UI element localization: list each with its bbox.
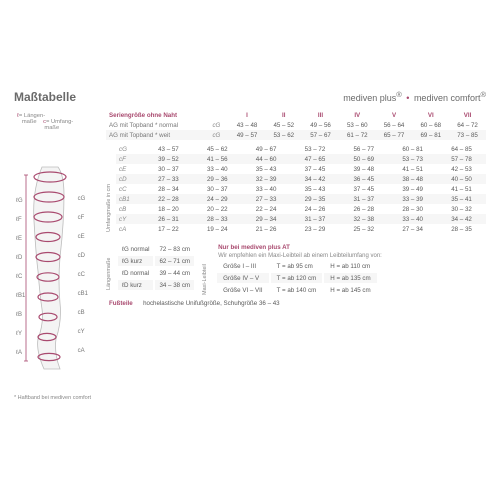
table-row: ℓG normal72 – 83 cm (118, 244, 194, 254)
legend: ℓ= Längen- maße c= Umfang- maße (17, 113, 102, 131)
table-row: cF39 – 5241 – 5644 – 6047 – 6550 – 6953 … (116, 154, 486, 164)
right-column: Seriengröße ohne Naht IIIIIIIVVVIVII AG … (106, 110, 486, 401)
leg-labels-left: ℓGℓFℓEℓDℓCℓB1ℓBℓYℓA (16, 196, 25, 367)
table-row: AG mit Topband * weitcG49 – 5753 – 6257 … (106, 130, 486, 140)
table-row: cA17 – 2219 – 2421 – 2623 – 2925 – 3227 … (116, 224, 486, 234)
serien-table: Seriengröße ohne Naht IIIIIIIVVVIVII AG … (106, 110, 486, 140)
table-row: AG mit Topband * normalcG43 – 4845 – 524… (106, 120, 486, 130)
table-row: ℓD kurz34 – 38 cm (118, 280, 194, 290)
leg-labels-right: cGcFcEcDcCcB1cBcYcA (78, 196, 88, 367)
maxi-block: Maxi-Leibteil Nur bei mediven plus AT Wi… (202, 239, 382, 297)
table-row: cC28 – 3430 – 3733 – 4035 – 4337 – 4539 … (116, 184, 486, 194)
brand-line: mediven plus® • mediven comfort® (343, 90, 486, 103)
left-column: ℓ= Längen- maße c= Umfang- maße (14, 110, 102, 401)
separator-dot: • (404, 93, 411, 103)
table-row: cG43 – 5745 – 6249 – 6753 – 7256 – 7760 … (116, 144, 486, 154)
page-title: Maßtabelle (14, 90, 76, 104)
size-table-sheet: Maßtabelle mediven plus® • mediven comfo… (14, 90, 486, 401)
table-row: Größe VI – VIIT = ab 140 cmH = ab 145 cm (217, 285, 377, 295)
table-row: ℓG kurz62 – 71 cm (118, 256, 194, 266)
laengen-table: ℓG normal72 – 83 cm ℓG kurz62 – 71 cm ℓD n… (116, 242, 196, 292)
brand-right: mediven comfort (414, 93, 481, 103)
fuss-head: Fußteile (109, 300, 133, 307)
fuss-block: Fußteile hochelastische Unifußgröße, Sch… (106, 297, 486, 307)
umfang-block: Umfangmaße in cm cG43 – 5745 – 6249 – 67… (106, 144, 486, 234)
maxi-head: Nur bei mediven plus AT (215, 242, 382, 253)
serien-head-row: Seriengröße ohne Naht IIIIIIIVVVIVII (106, 110, 486, 120)
table-row: cE30 – 3733 – 4035 – 4337 – 4539 – 4841 … (116, 164, 486, 174)
fuss-text: hochelastische Unifußgröße, Schuhgröße 3… (143, 300, 280, 307)
table-row: ℓD normal39 – 44 cm (118, 268, 194, 278)
laengen-block: Längenmaße ℓG normal72 – 83 cm ℓG kurz62 … (106, 242, 196, 292)
legend-l: ℓ (17, 113, 19, 119)
table-row: Größe IV – VT = ab 120 cmH = ab 135 cm (217, 273, 377, 283)
table-row: cB18 – 2020 – 2222 – 2424 – 2626 – 2828 … (116, 204, 486, 214)
header: Maßtabelle mediven plus® • mediven comfo… (14, 90, 486, 104)
table-row: cY26 – 3128 – 3329 – 3431 – 3732 – 3833 … (116, 214, 486, 224)
laengen-body: ℓG normal72 – 83 cm ℓG kurz62 – 71 cm ℓD n… (118, 244, 194, 290)
umfang-body: cG43 – 5745 – 6249 – 6753 – 7256 – 7760 … (116, 144, 486, 234)
table-row: Größe I – IIIT = ab 95 cmH = ab 110 cm (217, 261, 377, 271)
serien-body: AG mit Topband * normalcG43 – 4845 – 524… (106, 120, 486, 140)
laengen-side-label: Längenmaße (106, 242, 116, 292)
maxi-body: Größe I – IIIT = ab 95 cmH = ab 110 cm Gr… (217, 261, 377, 295)
maxi-note: Wir empfehlen ein Maxi-Leibteil ab einem… (215, 253, 382, 259)
maxi-table: Größe I – IIIT = ab 95 cmH = ab 110 cm Gr… (215, 259, 379, 297)
haftband-note: * Haftband bei mediven comfort (14, 395, 102, 401)
main-layout: ℓ= Längen- maße c= Umfang- maße (14, 110, 486, 401)
table-row: cD27 – 3329 – 3632 – 3934 – 4236 – 4538 … (116, 174, 486, 184)
legend-c: c (43, 119, 46, 125)
table-row: cB122 – 2824 – 2927 – 3329 – 3531 – 3733… (116, 194, 486, 204)
umfang-table: cG43 – 5745 – 6249 – 6753 – 7256 – 7760 … (116, 144, 486, 234)
leg-diagram: ℓGℓFℓEℓDℓCℓB1ℓBℓYℓA cGcFcEcDcCcB1cBcYcA (14, 161, 84, 391)
brand-left: mediven plus (343, 93, 396, 103)
umfang-side-label: Umfangmaße in cm (106, 144, 116, 234)
maxi-inner: Nur bei mediven plus AT Wir empfehlen ei… (215, 242, 382, 297)
lower-row: Längenmaße ℓG normal72 – 83 cm ℓG kurz62 … (106, 239, 486, 297)
serien-head: Seriengröße ohne Naht (106, 110, 229, 120)
maxi-side-label: Maxi-Leibteil (202, 239, 212, 297)
